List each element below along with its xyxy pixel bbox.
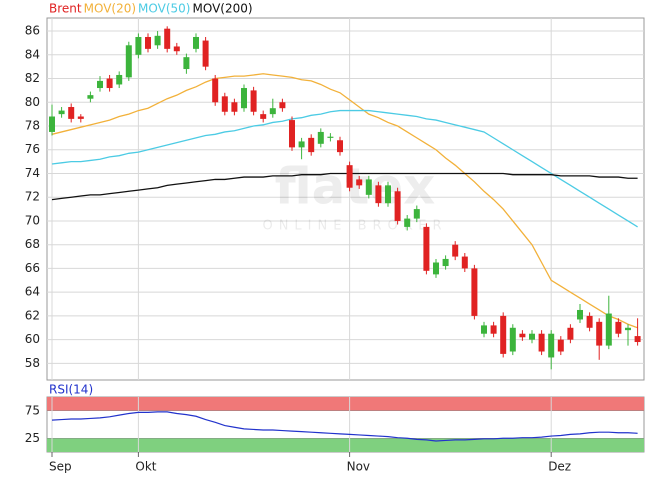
- y-tick-label: 58: [25, 356, 40, 370]
- candle-body: [308, 137, 315, 153]
- candle-body: [413, 209, 420, 219]
- candle-body: [317, 131, 324, 144]
- candle-body: [269, 108, 276, 115]
- candle-body: [509, 327, 516, 352]
- candle-body: [327, 136, 334, 138]
- candle-body: [481, 325, 487, 334]
- candle-body: [87, 95, 94, 99]
- candle-body: [145, 36, 151, 49]
- candle-body: [356, 179, 363, 186]
- candle-body: [615, 321, 622, 334]
- y-tick-label: 74: [25, 166, 40, 180]
- candle-body: [385, 185, 391, 204]
- candle-body: [605, 313, 612, 346]
- x-tick-label: Dez: [548, 460, 571, 474]
- candle-body: [212, 78, 219, 103]
- candle-body: [423, 226, 430, 271]
- candle-body: [135, 36, 142, 55]
- candle-body: [442, 258, 449, 267]
- candle-body: [490, 325, 497, 334]
- candle-body: [298, 141, 305, 148]
- y-tick-label: 64: [25, 285, 40, 299]
- watermark-tagline: ONLINE BROKER: [262, 219, 447, 234]
- rsi-y-tick-label: 75: [25, 403, 40, 417]
- candle-body: [452, 244, 459, 257]
- candle-body: [519, 333, 526, 338]
- rsi-line: [51, 411, 638, 442]
- y-tick-label: 86: [25, 24, 40, 38]
- candle-body: [250, 90, 257, 112]
- candle-body: [337, 140, 343, 153]
- candle-body: [433, 262, 439, 275]
- candle-body: [538, 333, 545, 352]
- candle-body: [154, 35, 161, 46]
- y-tick-label: 72: [25, 190, 40, 204]
- candle-body: [365, 179, 372, 195]
- candle-body: [193, 36, 199, 49]
- candle-body: [634, 336, 641, 343]
- candle-body: [500, 315, 507, 354]
- candle-body: [49, 116, 55, 132]
- candle-body: [375, 185, 382, 204]
- candle-body: [577, 309, 583, 320]
- candle-body: [567, 327, 574, 340]
- y-tick-label: 78: [25, 119, 40, 133]
- candle-body: [279, 102, 286, 109]
- rsi-title: RSI(14): [49, 383, 93, 397]
- candle-body: [625, 327, 631, 331]
- candle-body: [221, 96, 228, 112]
- candle-body: [97, 80, 103, 89]
- candle-body: [241, 88, 247, 109]
- candle-body: [164, 28, 171, 49]
- candle-body: [106, 78, 113, 89]
- moving-average-line: [51, 172, 638, 201]
- candle-body: [125, 45, 132, 78]
- candle-body: [68, 107, 75, 119]
- candle-body: [586, 315, 593, 328]
- candle-body: [202, 40, 209, 67]
- watermark: flatex ONLINE BROKER: [262, 158, 447, 234]
- candle-body: [231, 102, 238, 112]
- rsi-y-tick-label: 25: [25, 431, 40, 445]
- legend-entry: MOV(50): [138, 2, 190, 16]
- candle-body: [394, 191, 401, 221]
- x-tick-label: Sep: [49, 460, 72, 474]
- candle-body: [557, 339, 564, 352]
- candle-body: [346, 165, 353, 188]
- candle-body: [183, 57, 190, 70]
- candle-body: [471, 268, 478, 316]
- y-tick-label: 66: [25, 261, 40, 275]
- x-tick-label: Nov: [347, 460, 370, 474]
- candle-body: [116, 74, 123, 85]
- candle-body: [596, 321, 603, 346]
- candle-body: [289, 120, 295, 148]
- candle-body: [404, 218, 411, 227]
- y-tick-label: 70: [25, 213, 40, 227]
- moving-average-line: [51, 109, 638, 228]
- y-tick-label: 76: [25, 142, 40, 156]
- y-tick-label: 60: [25, 332, 40, 346]
- y-tick-label: 62: [25, 308, 40, 322]
- oversold-band: [47, 438, 644, 452]
- legend-entry: MOV(20): [84, 2, 136, 16]
- y-tick-label: 80: [25, 95, 40, 109]
- candle-body: [529, 333, 535, 340]
- y-tick-label: 68: [25, 237, 40, 251]
- moving-average-line: [51, 73, 638, 329]
- candle-body: [173, 46, 180, 52]
- overbought-band: [47, 397, 644, 411]
- x-tick-label: Okt: [135, 460, 156, 474]
- legend-entry: MOV(200): [192, 2, 252, 16]
- candle-body: [58, 110, 65, 115]
- legend-entry: Brent: [49, 2, 82, 16]
- candle-body: [548, 333, 555, 358]
- y-tick-label: 82: [25, 71, 40, 85]
- candle-body: [77, 116, 84, 119]
- watermark-brand: flatex: [275, 158, 436, 216]
- candle-body: [461, 256, 468, 269]
- candle-body: [260, 114, 267, 119]
- y-tick-label: 84: [25, 47, 40, 61]
